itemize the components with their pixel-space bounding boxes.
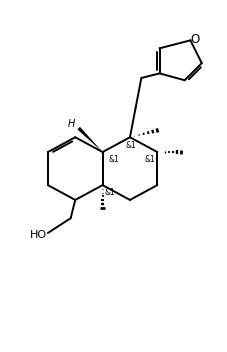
Text: &1: &1: [104, 188, 115, 197]
Polygon shape: [77, 127, 102, 152]
Text: &1: &1: [144, 155, 155, 164]
Text: O: O: [190, 33, 199, 46]
Text: &1: &1: [108, 155, 118, 164]
Text: HO: HO: [30, 230, 47, 240]
Text: H: H: [68, 119, 75, 128]
Text: &1: &1: [125, 141, 136, 150]
